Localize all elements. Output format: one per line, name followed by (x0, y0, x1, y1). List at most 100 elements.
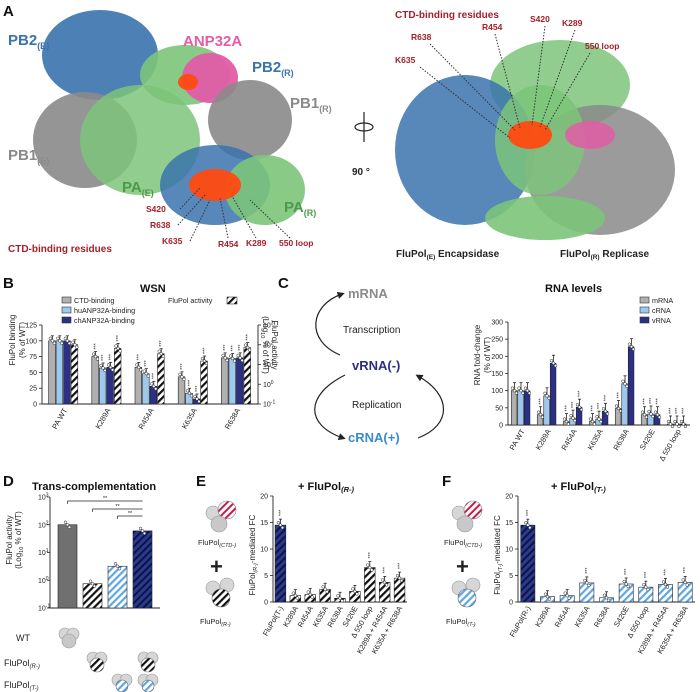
chart-e-point (293, 593, 297, 598)
pb2-e-domain (42, 10, 158, 100)
chart-c-point (683, 424, 688, 429)
replication-label: Replication (352, 400, 401, 411)
vrna-label: vRNA(-) (352, 358, 400, 373)
chart-c-xtick-label: K635A (586, 428, 605, 452)
legend-crna: cRNA (652, 306, 671, 315)
chart-c-sig: *** (617, 391, 623, 398)
chart-e-ytick-label: 15 (260, 520, 268, 527)
svg-text:S420: S420 (530, 14, 550, 24)
chart-f-xtick-label: R638A (592, 605, 611, 629)
flupol-encapsidase-label: FluPol(E) Encapsidase (396, 249, 500, 261)
svg-text:R638: R638 (411, 32, 432, 42)
chart-e-point (295, 596, 299, 600)
chart-b-ytick-label: 75 (29, 354, 37, 361)
chart-b-point (202, 359, 207, 363)
chart-d-point (117, 567, 122, 571)
svg-text:550 loop: 550 loop (585, 41, 619, 51)
chart-b-right-ytick-label: 103 (263, 321, 274, 330)
chart-f-point (602, 593, 607, 597)
chart-e-bar (379, 582, 391, 603)
chart-c-point (668, 422, 673, 426)
right-pa-bottom (485, 196, 605, 240)
chart-e: 05101520***FluPol(T-)K289AR454AK635AR638… (260, 494, 407, 655)
chart-c-point (538, 413, 543, 417)
svg-text:FluPol activity: FluPol activity (270, 320, 279, 369)
chart-c-point (579, 407, 584, 412)
panel-c-title: RNA levels (545, 283, 602, 295)
chart-f-xtick-label: K289A (533, 605, 552, 629)
chart-c-point (549, 359, 554, 363)
chart-c-point (649, 412, 653, 416)
legend-hu: huANP32A-binding (74, 306, 135, 315)
chart-e-point (355, 592, 359, 596)
chart-f-bar (520, 524, 536, 603)
chart-c-ytick-label: 250 (491, 337, 503, 344)
chart-b-bar (221, 357, 229, 405)
panel-e: E + FluPol(R-) FluPol(CTD-) + FluPol(R-)… (196, 473, 407, 655)
chart-b-point (75, 345, 79, 349)
rotation-icon: 90 ° (352, 112, 374, 178)
chart-b-sig: *** (202, 347, 208, 354)
chart-c-point (519, 389, 523, 393)
chart-b-bar (114, 348, 122, 405)
chart-b-point (246, 345, 250, 350)
chart-f-point (681, 578, 685, 582)
chart-f-xtick-label: FluPol(R-) (508, 604, 533, 639)
chart-b-bar (70, 344, 79, 405)
chart-b-point (101, 366, 105, 370)
chart-c-ytick-label: 100 (491, 388, 503, 395)
chart-c-point (605, 412, 610, 416)
panel-b-label: B (3, 275, 14, 292)
panel-c-label: C (278, 275, 289, 292)
chart-c-ytick-label: 0 (499, 423, 503, 430)
chart-b-point (91, 352, 96, 356)
chart-c-point (562, 417, 567, 421)
chart-b-point (193, 394, 197, 399)
chart-f-point (642, 583, 646, 587)
legend-ch: chANP32A-binding (74, 316, 135, 325)
chart-f-point (604, 596, 609, 600)
chart-e-point (280, 526, 285, 530)
chart-b-point (116, 346, 120, 351)
panel-c-legend: mRNA cRNA vRNA (639, 296, 673, 325)
chart-b-point (63, 336, 67, 340)
right-pb2 (395, 75, 535, 225)
chart-b-point (200, 356, 205, 361)
chart-f: 0 5 10 15 20 *** FluPol(R-) K289A R454A *** K635A R… (505, 494, 695, 655)
t-pictogram-1 (111, 673, 133, 692)
pb1-r-domain (208, 80, 292, 160)
chart-b-ytick-label: 100 (25, 338, 37, 345)
chart-c-xtick-label: S420E (638, 428, 657, 452)
chart-f-point (585, 581, 589, 585)
chart-c-point (616, 406, 621, 411)
chart-b-point (73, 343, 77, 347)
chart-e-point (325, 590, 329, 594)
legend-swatch-mrna (639, 296, 650, 304)
anp32a-label: ANP32A (183, 33, 242, 50)
pb2e-label: PB2(E) (8, 32, 49, 51)
chart-b-point (240, 358, 244, 363)
chart-e-point (306, 590, 310, 594)
chart-b-bar (55, 340, 64, 405)
chart-f-point (563, 591, 567, 595)
chart-d-point (113, 562, 118, 566)
svg-text:R454: R454 (482, 22, 503, 32)
chart-d-point (65, 523, 70, 527)
chart-b-point (182, 377, 186, 381)
row-wt-label: WT (16, 633, 30, 643)
chart-d-bar (132, 530, 153, 609)
chart-b-sig: *** (137, 353, 143, 360)
panel-f-ylabel: FluPol(T-)-mediated FC (493, 515, 504, 595)
chart-f-bar (677, 582, 693, 603)
chart-f-bar (638, 586, 654, 603)
residue-labels-left: S420 R638 K635 R454 K289 550 loop (146, 204, 313, 249)
chart-c-point (551, 361, 556, 365)
chart-c-xtick-label: PA WT (508, 427, 527, 452)
chart-d-ytick-label: 101 (38, 548, 49, 557)
ctd-binding-site (189, 169, 241, 201)
panel-d-label: D (3, 473, 14, 490)
chart-c-point (601, 407, 606, 411)
chart-d-sig: ** (115, 504, 120, 510)
legend-swatch-hu (61, 306, 72, 314)
chart-d-bar (107, 565, 128, 609)
